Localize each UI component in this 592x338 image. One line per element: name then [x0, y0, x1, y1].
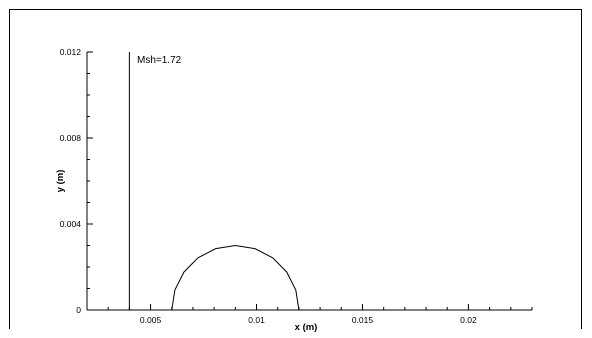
x-tick-label: 0.01 [248, 315, 265, 325]
y-axis-title: y (m) [55, 170, 66, 193]
ticks: 0.005 0.01 0.015 0.02 0 0.004 0.008 0.012 [60, 47, 533, 325]
plot-frame [9, 9, 582, 329]
annotation-label: Msh=1.72 [137, 55, 182, 66]
x-tick-label: 0.015 [352, 315, 374, 325]
y-tick-label: 0.008 [60, 133, 82, 143]
x-axis-title: x (m) [295, 322, 318, 333]
series-line-2 [171, 244, 300, 311]
y-tick-label: 0.012 [60, 47, 82, 57]
x-tick-label: 0.02 [460, 315, 477, 325]
x-tick-label: 0.005 [140, 315, 162, 325]
y-tick-label: 0 [76, 305, 81, 315]
series-group [128, 52, 300, 311]
y-tick-label: 0.004 [60, 219, 82, 229]
